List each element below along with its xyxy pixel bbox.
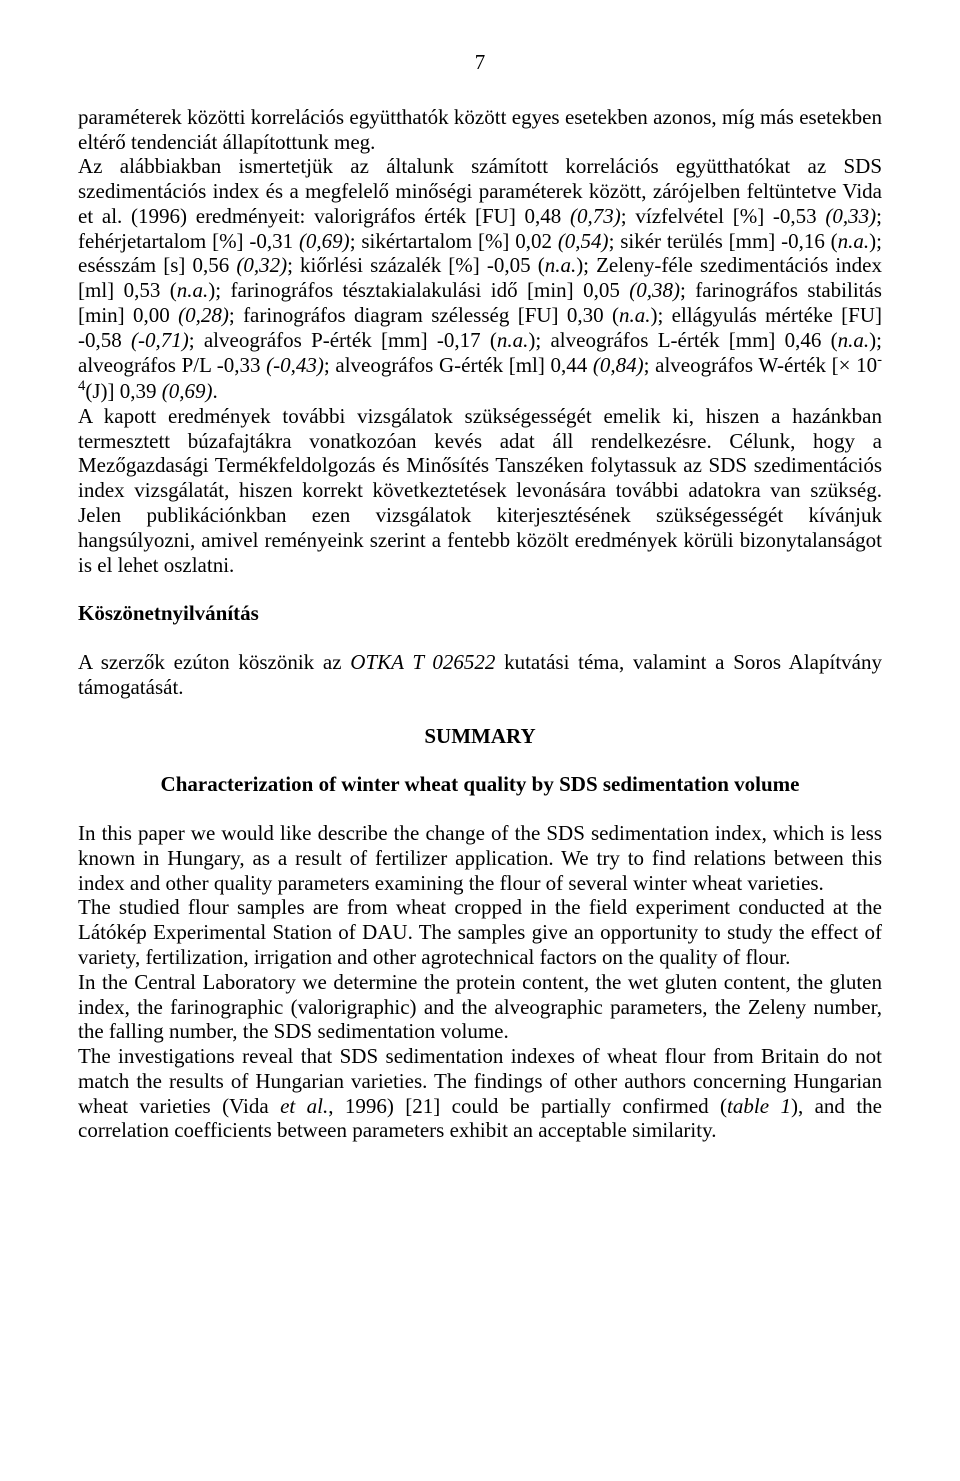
text: ; kiőrlési százalék [%] -0,05 ( — [287, 253, 545, 277]
paragraph-conclusion: A kapott eredmények további vizsgálatok … — [78, 404, 882, 577]
summary-heading: SUMMARY — [78, 724, 882, 749]
spacer — [78, 748, 882, 772]
value-italic: (0,73) — [570, 204, 621, 228]
spacer — [78, 797, 882, 821]
paragraph-intro: paraméterek közötti korrelációs együttha… — [78, 105, 882, 155]
summary-paragraph-3: In the Central Laboratory we determine t… — [78, 970, 882, 1044]
text: ; farinográfos diagram szélesség [FU] 0,… — [229, 303, 619, 327]
value-italic: (0,33) — [825, 204, 876, 228]
spacer — [78, 577, 882, 601]
text: ; vízfelvétel [%] -0,53 — [621, 204, 826, 228]
value-italic: (0,28) — [178, 303, 229, 327]
text: ); farinográfos tésztakialakulási idő [m… — [208, 278, 629, 302]
etal-italic: et al. — [280, 1094, 328, 1118]
value-italic: (0,32) — [236, 253, 287, 277]
na-italic: n.a. — [838, 328, 870, 352]
spacer — [78, 700, 882, 724]
value-italic: (0,38) — [629, 278, 680, 302]
value-italic: (-0,43) — [266, 353, 324, 377]
text: ; alveográfos W-érték [× 10 — [644, 353, 877, 377]
na-italic: n.a. — [838, 229, 870, 253]
na-italic: n.a. — [545, 253, 577, 277]
value-italic: (0,69) — [162, 379, 213, 403]
summary-paragraph-2: The studied flour samples are from wheat… — [78, 895, 882, 969]
page-number: 7 — [78, 50, 882, 75]
text: ; sikértartalom [%] 0,02 — [350, 229, 558, 253]
text: ); alveográfos L-érték [mm] 0,46 ( — [528, 328, 837, 352]
summary-paragraph-1: In this paper we would like describe the… — [78, 821, 882, 895]
na-italic: n.a. — [619, 303, 651, 327]
table-ref-italic: table 1 — [727, 1094, 791, 1118]
na-italic: n.a. — [177, 278, 209, 302]
text: ; sikér terülés [mm] -0,16 ( — [609, 229, 838, 253]
summary-paragraph-4: The investigations reveal that SDS sedim… — [78, 1044, 882, 1143]
text: , 1996) [21] could be partially confirme… — [328, 1094, 727, 1118]
acknowledgement-body: A szerzők ezúton köszönik az OTKA T 0265… — [78, 650, 882, 700]
text: ; alveográfos P-érték [mm] -0,17 ( — [189, 328, 497, 352]
na-italic: n.a. — [497, 328, 529, 352]
value-italic: (0,54) — [558, 229, 609, 253]
summary-subtitle: Characterization of winter wheat quality… — [78, 772, 882, 797]
text: (J)] 0,39 — [85, 379, 161, 403]
page-container: 7 paraméterek közötti korrelációs együtt… — [0, 0, 960, 1203]
text: ; alveográfos G-érték [ml] 0,44 — [324, 353, 593, 377]
paragraph-correlations: Az alábbiakban ismertetjük az általunk s… — [78, 154, 882, 404]
text: . — [213, 379, 218, 403]
spacer — [78, 626, 882, 650]
grant-id: OTKA T 026522 — [350, 650, 495, 674]
text: A szerzők ezúton köszönik az — [78, 650, 350, 674]
acknowledgement-title: Köszönetnyilvánítás — [78, 601, 882, 626]
value-italic: (-0,71) — [131, 328, 189, 352]
value-italic: (0,84) — [593, 353, 644, 377]
value-italic: (0,69) — [299, 229, 350, 253]
